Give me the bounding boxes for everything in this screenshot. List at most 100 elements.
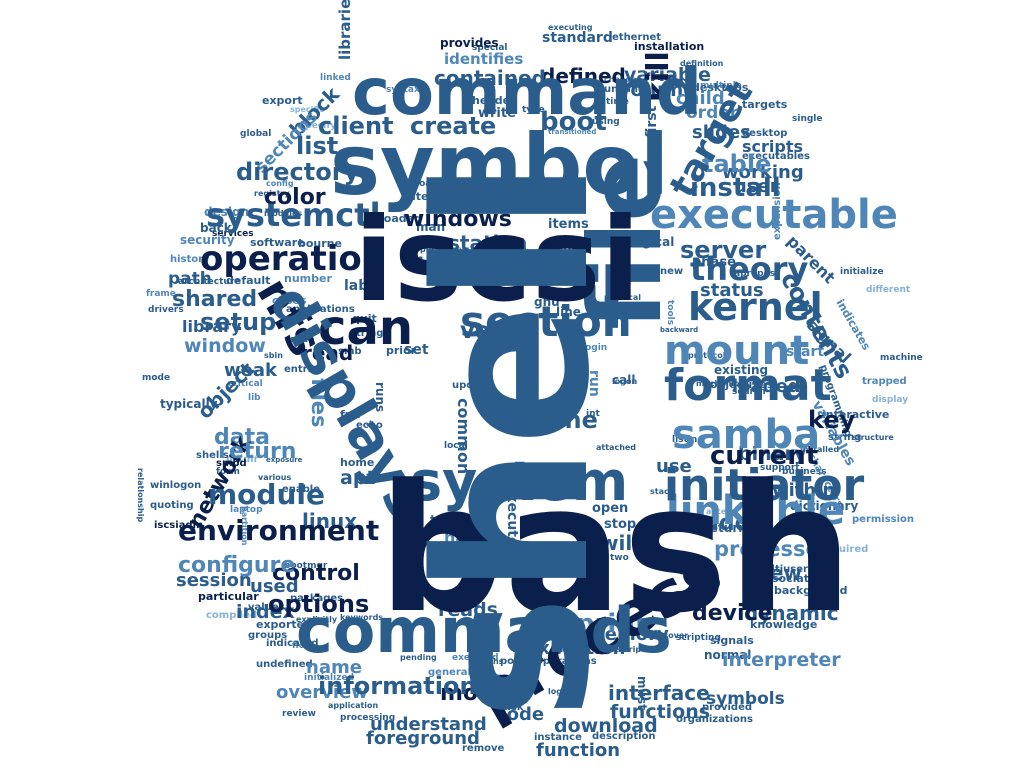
word-groups: groups bbox=[248, 630, 287, 641]
word-executing: executing bbox=[548, 23, 593, 32]
word-compiled: compiled bbox=[206, 610, 257, 621]
word-default: default bbox=[226, 274, 270, 287]
word-smb: smb bbox=[338, 346, 362, 357]
word-file: file bbox=[567, 154, 684, 330]
word-interface: interface bbox=[608, 681, 710, 705]
word-install: install bbox=[690, 173, 781, 203]
word-library: library bbox=[182, 317, 242, 336]
word-loaded2: loaded bbox=[380, 212, 422, 225]
word-command: command bbox=[352, 56, 702, 130]
word-executed: executed bbox=[452, 653, 499, 663]
word-iscsi: iscsi bbox=[354, 193, 640, 328]
word-using: using bbox=[592, 117, 620, 127]
word-returns: returns bbox=[704, 521, 754, 535]
word-syntax: syntax bbox=[386, 85, 420, 95]
word-partition: partition bbox=[240, 506, 249, 546]
word-objectives: objectives bbox=[710, 378, 774, 391]
word-expansion: expansion bbox=[772, 182, 783, 240]
word-view: view bbox=[750, 561, 802, 585]
word-execution: execution bbox=[526, 638, 625, 659]
word-session: session bbox=[176, 570, 252, 591]
word-open: open bbox=[592, 501, 628, 516]
word-used: used bbox=[250, 576, 299, 597]
word-provides: provides bbox=[440, 36, 499, 50]
word-index: index bbox=[236, 601, 295, 623]
word-bootmgr: bootmgr bbox=[284, 561, 328, 571]
word-function: function bbox=[536, 740, 620, 761]
word-bash: bash bbox=[378, 447, 853, 652]
word-int: int bbox=[586, 409, 600, 419]
word-name: name bbox=[306, 657, 362, 678]
word-laptop: laptop bbox=[230, 505, 263, 515]
word-paths: paths bbox=[478, 657, 504, 666]
word-device: device bbox=[692, 601, 773, 626]
word-drivers: drivers bbox=[148, 305, 184, 315]
word-multiple: multiple bbox=[700, 81, 742, 91]
word-physical: physical bbox=[604, 293, 641, 302]
word-windows: windows bbox=[404, 207, 512, 232]
word-prior: prior bbox=[386, 344, 417, 357]
word-listing: listing bbox=[672, 435, 704, 445]
word-slides: slides bbox=[692, 122, 751, 143]
word-symbols: symbols bbox=[706, 689, 785, 709]
word-back: back bbox=[200, 221, 233, 235]
word-architecture: architecture bbox=[178, 277, 240, 287]
word-window: window bbox=[184, 335, 266, 357]
word-table: table bbox=[702, 150, 771, 178]
word-unwind: unwind bbox=[604, 84, 645, 95]
word-tgt: tgt bbox=[430, 513, 450, 527]
word-format: format bbox=[664, 360, 832, 411]
word-different: different bbox=[866, 285, 911, 295]
word-applications: applications bbox=[286, 304, 355, 315]
word-targets: targets bbox=[742, 98, 788, 111]
word-common: common bbox=[454, 398, 473, 474]
word-system: system bbox=[410, 450, 628, 513]
word-start: start bbox=[786, 344, 824, 360]
word-quit: quit bbox=[352, 312, 377, 325]
word-dictionary: dictionary bbox=[790, 499, 858, 513]
word-section: section bbox=[460, 297, 632, 346]
word-foreground: foreground bbox=[366, 728, 480, 749]
word-indicated: indicated bbox=[266, 638, 319, 649]
word-gnu: gnu bbox=[534, 295, 560, 309]
word-initialize: initialize bbox=[840, 267, 884, 277]
word-sudo: sudo bbox=[290, 335, 314, 345]
word-shells: shells bbox=[196, 450, 229, 461]
word-business: business bbox=[782, 467, 827, 477]
word-remove: remove bbox=[462, 743, 505, 754]
filler-words: multiple specific linked global specify … bbox=[136, 23, 923, 743]
word-exposure: exposure bbox=[266, 456, 303, 464]
word-organizations: organizations bbox=[676, 714, 753, 725]
word-stop: stop bbox=[604, 517, 636, 532]
word-points: points bbox=[500, 656, 535, 667]
word-use: use bbox=[656, 456, 692, 477]
word-theory: theory bbox=[690, 250, 809, 288]
word-information: information bbox=[318, 672, 477, 700]
word-winlogon: winlogon bbox=[150, 480, 201, 491]
word-particular: particular bbox=[198, 590, 259, 603]
word-linkable: linkable bbox=[666, 488, 845, 534]
word-installation: installation bbox=[634, 40, 704, 53]
word-processing: processing bbox=[340, 713, 395, 723]
word-access: access bbox=[706, 507, 736, 516]
word-backward: backward bbox=[660, 326, 698, 334]
word-tools: tools bbox=[665, 300, 675, 325]
word-bourne: bourne bbox=[298, 237, 342, 250]
word-definition: definition bbox=[680, 59, 724, 68]
word-desktops: desktops bbox=[692, 81, 749, 94]
word-frame: frame bbox=[146, 289, 176, 299]
word-binary: binary bbox=[738, 443, 807, 465]
word-root: root bbox=[430, 255, 449, 264]
word-volume: volume bbox=[618, 79, 696, 101]
word-understand: understand bbox=[370, 714, 487, 735]
word-operation: operation bbox=[200, 239, 386, 279]
word-current: current bbox=[710, 441, 818, 471]
word-hardware: hardware bbox=[598, 548, 609, 602]
word-operations: operations bbox=[536, 656, 597, 667]
word-local: local bbox=[444, 441, 468, 451]
word-within: within bbox=[772, 480, 835, 501]
word-force: force bbox=[646, 72, 675, 83]
word-key: key bbox=[808, 406, 856, 434]
word-write: write bbox=[478, 106, 516, 121]
word-weak: weak bbox=[224, 360, 278, 381]
